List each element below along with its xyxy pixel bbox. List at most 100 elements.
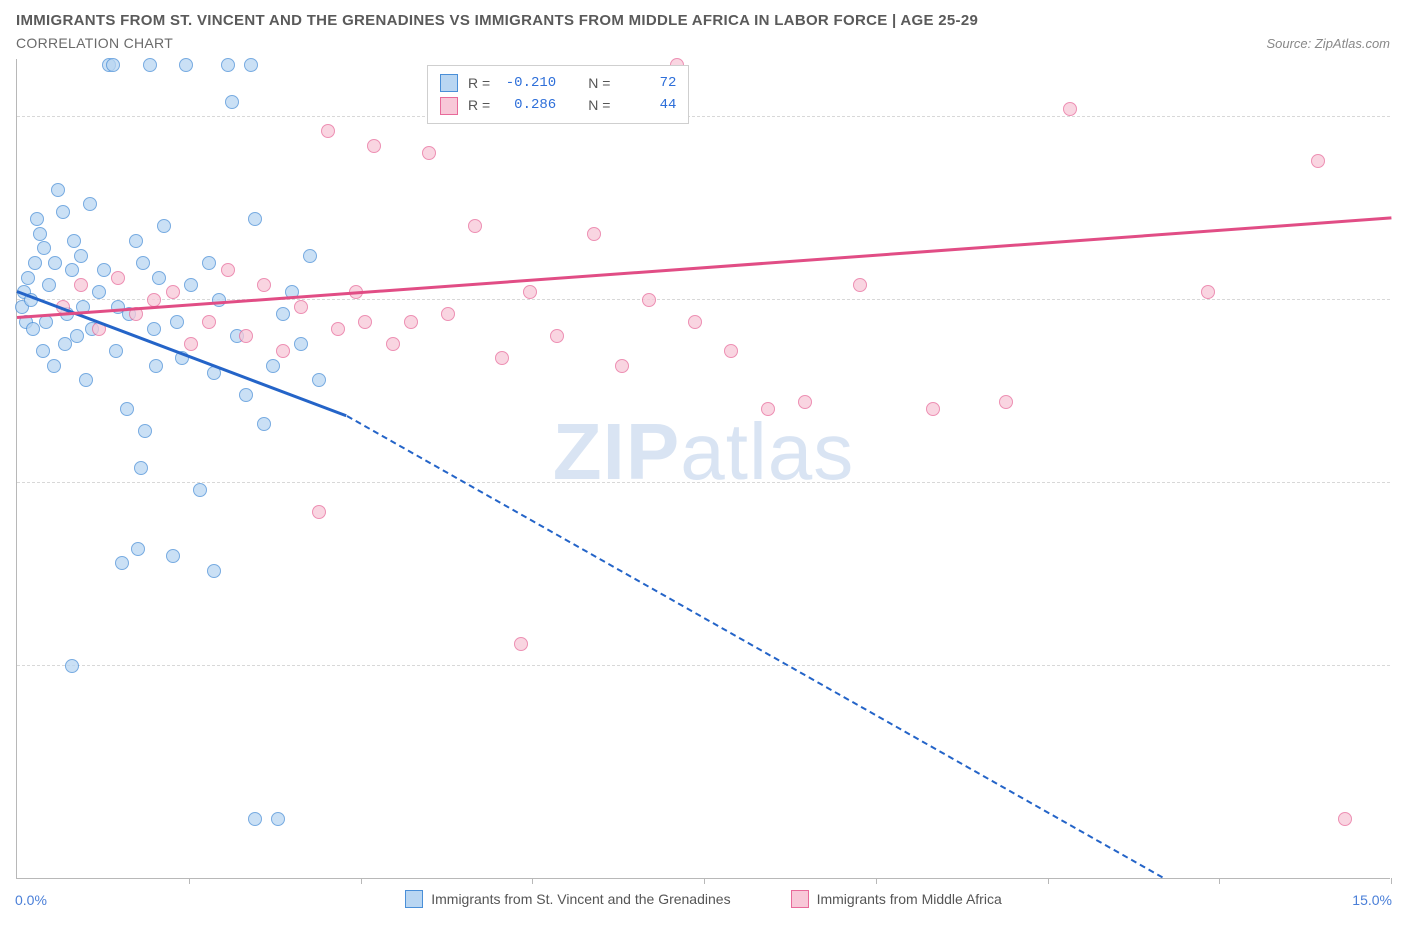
point-series-b (724, 344, 738, 358)
point-series-b (358, 315, 372, 329)
point-series-a (79, 373, 93, 387)
point-series-b (184, 337, 198, 351)
point-series-b (1311, 154, 1325, 168)
point-series-b (761, 402, 775, 416)
x-tick (361, 878, 362, 884)
x-tick (704, 878, 705, 884)
legend-swatch (440, 74, 458, 92)
series-legend-item: Immigrants from Middle Africa (791, 890, 1002, 908)
gridline (17, 116, 1390, 117)
point-series-b (111, 271, 125, 285)
point-series-b (239, 329, 253, 343)
point-series-a (83, 197, 97, 211)
x-tick (189, 878, 190, 884)
point-series-a (149, 359, 163, 373)
point-series-b (331, 322, 345, 336)
source-label: Source: ZipAtlas.com (1266, 36, 1390, 51)
watermark: ZIPatlas (553, 406, 854, 498)
point-series-a (30, 212, 44, 226)
point-series-b (615, 359, 629, 373)
y-tick-label: 100.0% (1398, 93, 1406, 109)
point-series-a (58, 337, 72, 351)
point-series-a (67, 234, 81, 248)
series-label: Immigrants from St. Vincent and the Gren… (431, 891, 730, 907)
point-series-b (926, 402, 940, 416)
point-series-a (257, 417, 271, 431)
n-label: N = (588, 72, 610, 94)
point-series-a (147, 322, 161, 336)
subtitle-row: CORRELATION CHART Source: ZipAtlas.com (16, 35, 1390, 51)
point-series-b (550, 329, 564, 343)
point-series-b (587, 227, 601, 241)
point-series-a (97, 263, 111, 277)
point-series-a (248, 812, 262, 826)
point-series-b (321, 124, 335, 138)
point-series-a (65, 659, 79, 673)
r-value: -0.210 (500, 72, 556, 94)
point-series-b (74, 278, 88, 292)
point-series-a (244, 58, 258, 72)
point-series-a (152, 271, 166, 285)
n-value: 72 (620, 72, 676, 94)
point-series-a (36, 344, 50, 358)
point-series-a (109, 344, 123, 358)
chart-subtitle: CORRELATION CHART (16, 35, 173, 51)
point-series-a (276, 307, 290, 321)
x-tick (1219, 878, 1220, 884)
y-tick-label: 62.5% (1398, 642, 1406, 658)
point-series-a (294, 337, 308, 351)
gridline (17, 482, 1390, 483)
point-series-b (276, 344, 290, 358)
point-series-a (28, 256, 42, 270)
point-series-a (129, 234, 143, 248)
point-series-b (688, 315, 702, 329)
point-series-b (202, 315, 216, 329)
point-series-a (134, 461, 148, 475)
point-series-a (179, 58, 193, 72)
x-tick (876, 878, 877, 884)
point-series-b (999, 395, 1013, 409)
point-series-a (47, 359, 61, 373)
point-series-a (42, 278, 56, 292)
point-series-b (294, 300, 308, 314)
point-series-a (37, 241, 51, 255)
x-tick (532, 878, 533, 884)
point-series-a (193, 483, 207, 497)
x-tick (1391, 878, 1392, 884)
legend-swatch (791, 890, 809, 908)
point-series-a (74, 249, 88, 263)
chart-area: ZIPatlas 100.0%87.5%75.0%62.5% In Labor … (16, 59, 1390, 879)
point-series-a (266, 359, 280, 373)
point-series-a (207, 564, 221, 578)
trendline-a-dashed (346, 415, 1162, 878)
point-series-a (157, 219, 171, 233)
r-value: 0.286 (500, 94, 556, 116)
point-series-a (92, 285, 106, 299)
point-series-a (33, 227, 47, 241)
point-series-a (166, 549, 180, 563)
point-series-a (143, 58, 157, 72)
n-label: N = (588, 94, 610, 116)
series-legend: Immigrants from St. Vincent and the Gren… (17, 890, 1390, 908)
point-series-a (65, 263, 79, 277)
point-series-a (51, 183, 65, 197)
legend-swatch (440, 97, 458, 115)
r-label: R = (468, 72, 490, 94)
legend-row: R = -0.210 N = 72 (440, 72, 676, 94)
point-series-b (495, 351, 509, 365)
point-series-b (166, 285, 180, 299)
point-series-a (48, 256, 62, 270)
point-series-b (798, 395, 812, 409)
point-series-b (468, 219, 482, 233)
point-series-a (138, 424, 152, 438)
point-series-b (367, 139, 381, 153)
point-series-b (1338, 812, 1352, 826)
point-series-a (271, 812, 285, 826)
point-series-b (221, 263, 235, 277)
point-series-a (239, 388, 253, 402)
point-series-b (312, 505, 326, 519)
correlation-legend: R =-0.210N =72R =0.286N =44 (427, 65, 689, 124)
series-label: Immigrants from Middle Africa (817, 891, 1002, 907)
point-series-a (26, 322, 40, 336)
point-series-a (136, 256, 150, 270)
